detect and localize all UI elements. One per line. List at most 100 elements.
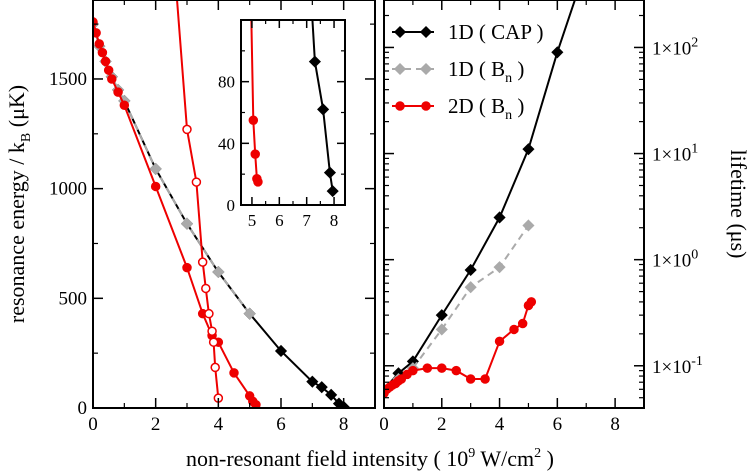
left-point-2d-b-n-steep-branch-5 <box>204 308 214 319</box>
left-y-tick-label: 500 <box>59 288 88 309</box>
inset-y-tick-label: 40 <box>218 134 235 153</box>
inset-point-1d-cap-1 <box>308 55 321 68</box>
right-point-2d-b-n-9 <box>422 363 433 373</box>
legend-label-1d-cap: 1D ( CAP ) <box>448 20 543 44</box>
right-point-2d-b-n-16 <box>517 318 528 329</box>
right-point-1d-cap-7 <box>551 46 564 59</box>
left-point-2d-b-n-steep-branch-8 <box>210 362 220 373</box>
right-point-1d-b-n-6 <box>522 219 535 232</box>
left-x-tick-label: 4 <box>214 414 224 435</box>
right-point-1d-cap-3 <box>435 309 448 322</box>
left-point-1d-cap-12 <box>315 381 328 394</box>
right-point-2d-b-n-12 <box>465 374 476 384</box>
right-series-line-1d-b-n <box>384 224 530 391</box>
left-series-line-2d-b-n-steep-branch <box>176 0 220 399</box>
inset-x-tick-label: 7 <box>302 211 311 230</box>
left-point-2d-b-n-steep-branch-6 <box>207 326 217 336</box>
left-point-2d-b-n-resonance-9 <box>150 181 161 192</box>
left-point-2d-b-n-resonance-4 <box>100 56 111 67</box>
legend-marker-end-1d-cap <box>419 25 433 39</box>
left-point-2d-b-n-resonance-7 <box>113 87 123 97</box>
left-y-tick-label: 1500 <box>49 69 87 90</box>
left-point-1d-b-n-8 <box>212 265 225 279</box>
left-point-2d-b-n-resonance-10 <box>182 262 192 273</box>
left-y-tick-label: 0 <box>78 398 88 419</box>
inset-point-1d-cap-2 <box>317 103 330 116</box>
left-point-2d-b-n-resonance-2 <box>94 39 105 49</box>
right-point-2d-b-n-10 <box>437 363 447 373</box>
right-point-1d-b-n-4 <box>464 281 477 294</box>
left-x-tick-label: 6 <box>276 414 286 435</box>
right-point-2d-b-n-8 <box>408 365 418 376</box>
left-x-tick-label: 0 <box>88 414 98 435</box>
right-x-tick-label: 8 <box>610 414 620 435</box>
left-point-1d-b-n-6 <box>149 162 162 175</box>
left-point-1d-cap-11 <box>306 375 319 388</box>
right-series-line-2d-b-n <box>384 301 533 394</box>
right-point-1d-b-n-5 <box>493 261 506 274</box>
left-y-axis-label: resonance energy / kB (μK) <box>4 85 34 323</box>
right-y-tick-label: 1×10-1 <box>652 354 703 378</box>
right-point-2d-b-n-18 <box>526 297 537 307</box>
inset-y-tick-label: 80 <box>218 73 235 92</box>
left-y-tick-label: 1000 <box>49 179 87 200</box>
right-y-tick-label: 1×101 <box>652 142 698 166</box>
left-point-2d-b-n-steep-branch-1 <box>182 124 192 135</box>
legend-marker-start-1d-cap <box>393 25 407 39</box>
left-point-1d-cap-10 <box>274 344 288 358</box>
right-x-tick-label: 4 <box>495 414 505 435</box>
right-point-2d-b-n-13 <box>480 374 490 384</box>
right-x-tick-label: 6 <box>553 414 563 435</box>
legend-label-1d-b-n: 1D ( Bn ) <box>448 57 524 86</box>
left-point-2d-b-n-steep-branch-3 <box>197 257 208 267</box>
inset-point-1d-cap-3 <box>323 166 337 179</box>
right-point-1d-cap-4 <box>464 263 477 277</box>
left-point-2d-b-n-resonance-6 <box>107 74 117 84</box>
legend-marker-end-2d-b-n <box>421 101 431 111</box>
left-point-2d-b-n-steep-branch-4 <box>201 283 211 294</box>
left-point-1d-b-n-9 <box>243 307 256 320</box>
inset-point-2d-b-n-4 <box>253 177 263 187</box>
left-point-1d-b-n-7 <box>180 217 194 230</box>
right-y-tick-label: 1×100 <box>652 248 698 272</box>
left-x-tick-label: 8 <box>339 414 349 435</box>
right-x-tick-label: 2 <box>437 414 447 435</box>
left-point-2d-b-n-steep-branch-7 <box>208 337 219 347</box>
left-plot-area <box>93 0 350 408</box>
right-y-tick-label: 1×102 <box>652 35 698 59</box>
left-x-tick-label: 2 <box>151 414 161 435</box>
legend-label-2d-b-n: 2D ( Bn ) <box>448 94 524 123</box>
legend-marker-end-1d-b-n <box>419 62 433 76</box>
right-point-1d-cap-5 <box>493 211 506 224</box>
legend-marker-start-2d-b-n <box>395 101 405 111</box>
right-axes: 0 2 4 6 8 1×10-1 1×100 1×101 1×102 <box>379 0 703 435</box>
inset-point-2d-b-n-2 <box>250 149 260 159</box>
left-point-2d-b-n-resonance-8 <box>119 100 130 111</box>
right-x-tick-label: 0 <box>379 414 389 435</box>
left-point-2d-b-n-resonance-17 <box>251 399 261 408</box>
inset-point-2d-b-n-1 <box>248 115 259 125</box>
right-point-2d-b-n-14 <box>494 336 505 347</box>
inset-y-tick-label: 0 <box>227 196 236 215</box>
left-series-line-1d-b-n <box>93 23 251 315</box>
inset-point-1d-cap-4 <box>326 185 339 198</box>
left-point-2d-b-n-resonance-5 <box>103 65 114 75</box>
left-point-2d-b-n-steep-branch-2 <box>191 177 202 187</box>
left-point-2d-b-n-resonance-1 <box>93 28 101 38</box>
right-frame <box>383 0 645 409</box>
right-point-2d-b-n-11 <box>451 365 461 376</box>
inset-plot-area <box>248 20 339 198</box>
right-point-1d-cap-6 <box>522 143 535 156</box>
legend: 1D ( CAP ) 1D ( Bn ) 2D ( Bn ) <box>392 20 543 123</box>
right-point-2d-b-n-15 <box>509 324 519 335</box>
inset-x-tick-label: 8 <box>330 211 339 230</box>
left-frame <box>92 0 376 409</box>
right-point-1d-b-n-3 <box>435 323 448 336</box>
inset-x-tick-label: 6 <box>275 211 284 230</box>
left-point-1d-cap-13 <box>325 388 338 401</box>
inset-x-tick-label: 5 <box>248 211 257 230</box>
